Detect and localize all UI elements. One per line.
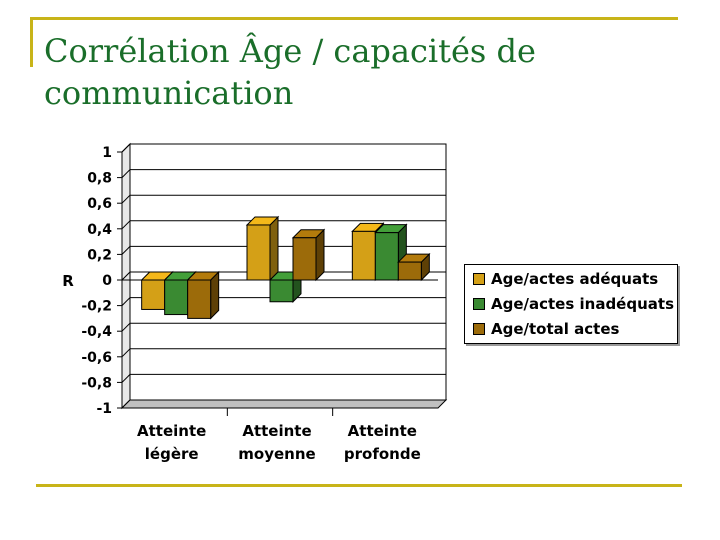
x-tick-label: moyenne bbox=[238, 445, 315, 463]
gridline-side bbox=[121, 322, 131, 332]
y-tick-label: -1 bbox=[96, 401, 112, 417]
x-tick-label: légère bbox=[145, 445, 199, 463]
y-tick-label: 0,8 bbox=[87, 171, 112, 187]
plot-floor bbox=[120, 399, 448, 409]
bar-side bbox=[269, 215, 279, 282]
y-tick-label: -0,8 bbox=[81, 375, 112, 391]
y-tick-label: 1 bbox=[102, 145, 112, 161]
bar bbox=[269, 279, 294, 303]
slide-title: Corrélation Âge / capacités de communica… bbox=[44, 32, 536, 112]
y-tick-label: 0,4 bbox=[87, 222, 112, 238]
bar bbox=[246, 224, 271, 281]
title-top-rule bbox=[30, 17, 678, 20]
y-tick-label: 0,6 bbox=[87, 196, 112, 212]
gridline-side bbox=[121, 271, 131, 281]
legend-swatch-2 bbox=[473, 298, 485, 310]
gridline-side bbox=[121, 143, 131, 153]
y-tick-label: -0,6 bbox=[81, 350, 112, 366]
legend-item-2: Age/actes inadéquats bbox=[473, 295, 674, 313]
y-tick-label: -0,2 bbox=[81, 299, 112, 315]
y-tick-label: 0,2 bbox=[87, 247, 112, 263]
legend-swatch-1 bbox=[473, 273, 485, 285]
gridline-side bbox=[121, 220, 131, 230]
gridline-side bbox=[121, 297, 131, 306]
bottom-rule bbox=[36, 484, 682, 487]
y-axis-label: R bbox=[62, 272, 74, 290]
bar bbox=[164, 279, 189, 316]
x-tick-label: Atteinte bbox=[242, 422, 311, 440]
legend-label-3: Age/total actes bbox=[491, 320, 620, 338]
title-left-rule bbox=[30, 17, 33, 67]
bar-side bbox=[315, 228, 325, 282]
gridline-side bbox=[121, 348, 131, 358]
legend-item-3: Age/total actes bbox=[473, 320, 619, 338]
y-tick-label: -0,4 bbox=[81, 324, 112, 340]
gridline-side bbox=[121, 246, 131, 255]
legend-swatch-3 bbox=[473, 323, 485, 335]
gridline-side bbox=[121, 169, 131, 178]
bar bbox=[351, 230, 376, 281]
bar bbox=[374, 232, 399, 281]
legend-item-1: Age/actes adéquats bbox=[473, 270, 658, 288]
x-tick-label: Atteinte bbox=[137, 422, 206, 440]
bar bbox=[292, 237, 317, 281]
x-tick-label: profonde bbox=[344, 445, 421, 463]
legend-label-1: Age/actes adéquats bbox=[491, 270, 659, 288]
legend-label-2: Age/actes inadéquats bbox=[491, 295, 674, 313]
bar bbox=[141, 279, 166, 310]
gridline-side bbox=[121, 194, 131, 204]
y-tick-label: 0 bbox=[102, 273, 112, 289]
bar bbox=[397, 261, 422, 281]
gridline-side bbox=[121, 374, 131, 383]
bar bbox=[187, 279, 212, 319]
chart-legend: Age/actes adéquats Age/actes inadéquats … bbox=[464, 264, 678, 344]
x-tick-label: Atteinte bbox=[348, 422, 417, 440]
